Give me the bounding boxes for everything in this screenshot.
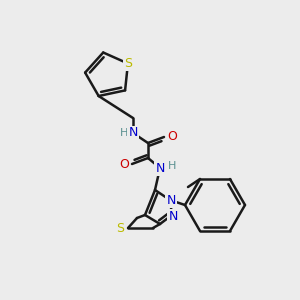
Text: O: O (119, 158, 129, 172)
Text: N: N (166, 194, 176, 206)
Text: N: N (155, 161, 165, 175)
Text: N: N (128, 127, 138, 140)
Text: H: H (168, 161, 176, 171)
Text: H: H (120, 128, 128, 138)
Text: O: O (167, 130, 177, 142)
Text: S: S (124, 57, 132, 70)
Text: N: N (168, 209, 178, 223)
Text: S: S (116, 221, 124, 235)
